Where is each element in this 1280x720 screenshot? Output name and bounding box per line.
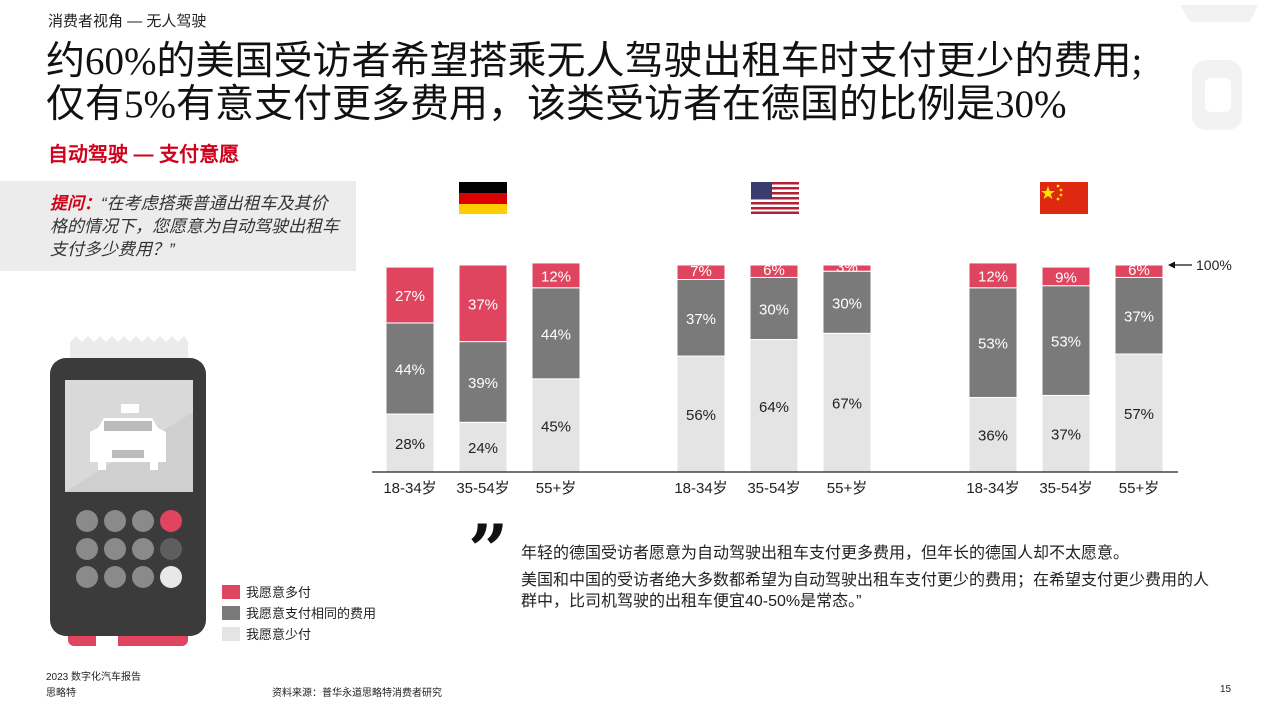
data-label: 37% xyxy=(1124,309,1154,326)
bar-segment-less xyxy=(1114,353,1164,473)
page-title: 约60%的美国受访者希望搭乘无人驾驶出租车时支付更少的费用; 仅有5%有意支付更… xyxy=(46,40,1266,126)
bar-segment-more xyxy=(531,262,581,289)
data-label: 37% xyxy=(468,296,498,313)
hundred-percent-label: 100% xyxy=(1196,257,1232,273)
data-label: 39% xyxy=(468,375,498,392)
legend-item-less: 我愿意少付 xyxy=(222,623,376,644)
data-label: 56% xyxy=(686,407,716,424)
data-label: 30% xyxy=(832,295,862,312)
data-label: 37% xyxy=(1051,427,1081,444)
bar-segment-less xyxy=(822,332,872,473)
bar-segment-more xyxy=(1114,264,1164,278)
data-label: 7% xyxy=(690,263,712,280)
chart-subtitle: 自动驾驶 — 支付意愿 xyxy=(48,144,240,166)
bar-segment-more xyxy=(676,264,726,280)
footer-source: 资料来源：普华永道思略特消费者研究 xyxy=(272,688,442,699)
question-body: “在考虑搭乘普通出租车及其价格的情况下，您愿意为自动驾驶出租车支付多少费用？” xyxy=(50,194,339,259)
legend-item-more: 我愿意多付 xyxy=(222,581,376,602)
data-label: 12% xyxy=(541,268,571,285)
legend-swatch-less xyxy=(222,626,240,641)
legend-label-less: 我愿意少付 xyxy=(246,627,312,642)
quote-mark-icon: ” xyxy=(468,509,508,592)
data-label: 6% xyxy=(1128,262,1150,279)
data-label: 57% xyxy=(1124,406,1154,423)
decorative-car-icon xyxy=(1180,5,1258,130)
data-label: 37% xyxy=(686,311,716,328)
data-label: 28% xyxy=(395,436,425,453)
headline-line-1: 约60%的美国受访者希望搭乘无人驾驶出租车时支付更少的费用; xyxy=(46,40,1143,83)
question-label: 提问： xyxy=(50,194,101,213)
data-label: 30% xyxy=(759,301,789,318)
bar-segment-less xyxy=(676,355,726,473)
hundred-percent-arrow-icon xyxy=(1168,261,1192,269)
data-label: 6% xyxy=(763,262,785,279)
stacked-bars: 28% 44% 27% 18-34岁 24% 39% 37% 35-54岁 45% 44% 12% 5… xyxy=(383,259,1164,497)
data-label: 12% xyxy=(978,268,1008,285)
bar-segment-less xyxy=(1041,394,1091,473)
data-label: 44% xyxy=(395,362,425,379)
data-label: 53% xyxy=(1051,334,1081,351)
section-label: 消费者视角 — 无人驾驶 xyxy=(48,13,207,30)
china-flag xyxy=(1040,182,1088,214)
x-tick-label: 18-34岁 xyxy=(674,480,727,497)
page-number: 15 xyxy=(1220,684,1232,695)
x-tick-label: 55+岁 xyxy=(827,480,867,497)
legend-label-more: 我愿意多付 xyxy=(246,585,312,600)
chart-legend: 我愿意多付 我愿意支付相同的费用 我愿意少付 xyxy=(222,581,376,644)
bar-segment-same xyxy=(531,287,581,380)
question-box xyxy=(0,181,356,271)
x-tick-label: 35-54岁 xyxy=(747,480,800,497)
data-label: 24% xyxy=(468,440,498,457)
bar-segment-more xyxy=(749,264,799,278)
data-label: 53% xyxy=(978,336,1008,353)
bar-segment-same xyxy=(822,270,872,334)
x-tick-label: 55+岁 xyxy=(1119,480,1159,497)
bar-segment-more xyxy=(1041,266,1091,287)
bar-segment-less xyxy=(749,339,799,473)
bar-segment-more xyxy=(968,262,1018,289)
x-tick-label: 55+岁 xyxy=(536,480,576,497)
payment-terminal-icon xyxy=(50,336,206,646)
bar-segment-same xyxy=(749,276,799,341)
data-label: 9% xyxy=(1055,269,1077,286)
legend-swatch-same xyxy=(222,605,240,620)
footer-report: 2023 数字化汽车报告 xyxy=(46,672,142,683)
data-label: 36% xyxy=(978,428,1008,445)
quote-line-2: 美国和中国的受访者绝大多数都希望为自动驾驶出租车支付更少的费用；在希望支付更少费… xyxy=(521,572,1210,610)
x-tick-label: 18-34岁 xyxy=(383,480,436,497)
footer-brand: 思略特 xyxy=(46,688,76,699)
germany-flag xyxy=(459,182,507,214)
bar-segment-same xyxy=(676,278,726,357)
legend-label-same: 我愿意支付相同的费用 xyxy=(246,606,377,621)
x-tick-label: 18-34岁 xyxy=(966,480,1019,497)
legend-item-same: 我愿意支付相同的费用 xyxy=(222,602,376,623)
bar-segment-same xyxy=(968,287,1018,398)
bar-segment-same xyxy=(1041,285,1091,396)
bar-segment-more xyxy=(822,264,872,272)
bar-segment-more xyxy=(458,264,508,343)
x-tick-label: 35-54岁 xyxy=(456,480,509,497)
data-label: 44% xyxy=(541,326,571,343)
usa-flag xyxy=(751,182,799,214)
quote-line-1: 年轻的德国受访者愿意为自动驾驶出租车支付更多费用，但年长的德国人却不太愿意。 xyxy=(521,545,1130,562)
data-label: 27% xyxy=(395,288,425,305)
bar-segment-same xyxy=(385,322,435,415)
data-label: 67% xyxy=(832,396,862,413)
bar-segment-more xyxy=(385,266,435,324)
data-label: 3% xyxy=(836,259,858,276)
headline-line-2: 仅有5%有意支付更多费用，该类受访者在德国的比例是30% xyxy=(46,83,1067,126)
data-label: 64% xyxy=(759,399,789,416)
legend-swatch-more xyxy=(222,584,240,599)
data-label: 45% xyxy=(541,418,571,435)
x-tick-label: 35-54岁 xyxy=(1039,480,1092,497)
question-text: 提问：“在考虑搭乘普通出租车及其价格的情况下，您愿意为自动驾驶出租车支付多少费用… xyxy=(50,192,340,261)
